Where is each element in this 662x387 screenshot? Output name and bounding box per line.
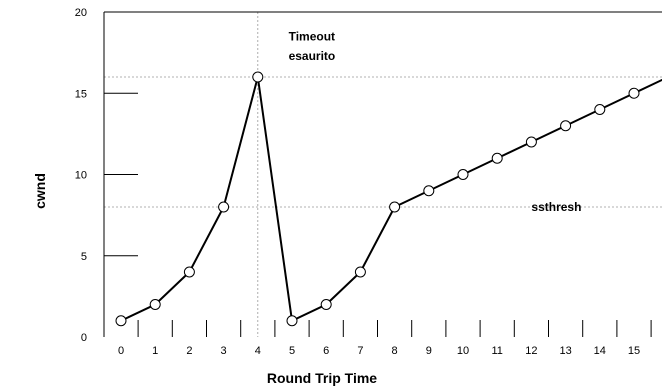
y-tick-label: 10 xyxy=(75,170,87,182)
data-point-marker xyxy=(252,71,264,83)
x-tick-label: 13 xyxy=(559,345,571,357)
x-tick-label: 1 xyxy=(152,345,158,357)
data-point-marker xyxy=(286,315,298,327)
data-point-marker xyxy=(354,266,366,278)
data-point-marker xyxy=(457,169,469,180)
series-line xyxy=(120,76,662,323)
x-tick-label: 7 xyxy=(357,345,363,357)
data-point-marker xyxy=(594,104,606,115)
data-point-marker xyxy=(149,299,161,310)
data-point-marker xyxy=(491,152,503,164)
y-axis-title: cwnd xyxy=(32,173,48,209)
x-tick-label: 15 xyxy=(628,345,640,357)
annotation-label: ssthresh xyxy=(531,200,581,214)
x-tick-label: 0 xyxy=(118,345,124,357)
annotation-label: Timeout xyxy=(289,29,335,43)
data-point-marker xyxy=(218,201,230,213)
y-tick-label: 0 xyxy=(81,332,87,344)
series-group xyxy=(115,71,662,327)
y-tick-label: 15 xyxy=(75,88,87,100)
reference-lines-group xyxy=(104,12,662,337)
data-point-marker xyxy=(389,201,401,213)
data-point-marker xyxy=(115,315,127,327)
data-point-marker xyxy=(183,266,195,278)
data-point-marker xyxy=(320,299,332,310)
y-tick-label: 20 xyxy=(75,7,87,19)
labels-group: 05101520012345678910111213141516Timeoute… xyxy=(75,7,640,357)
data-point-marker xyxy=(525,136,537,148)
x-tick-label: 10 xyxy=(457,345,469,357)
data-point-marker xyxy=(628,87,640,99)
x-tick-label: 11 xyxy=(491,345,502,357)
x-tick-label: 8 xyxy=(392,345,398,357)
x-axis-title: Round Trip Time xyxy=(267,370,377,386)
x-tick-label: 2 xyxy=(186,345,192,357)
data-point-marker xyxy=(423,185,435,197)
axes-group xyxy=(103,11,662,337)
y-tick-label: 5 xyxy=(81,251,87,263)
x-tick-label: 4 xyxy=(255,345,261,357)
x-tick-label: 6 xyxy=(323,345,329,357)
data-point-marker xyxy=(560,120,572,132)
x-tick-label: 12 xyxy=(525,345,537,357)
annotation-label: esaurito xyxy=(289,49,336,63)
x-tick-label: 14 xyxy=(594,345,606,357)
x-tick-label: 9 xyxy=(426,345,432,357)
x-tick-label: 3 xyxy=(221,345,227,357)
x-tick-label: 5 xyxy=(289,345,295,357)
